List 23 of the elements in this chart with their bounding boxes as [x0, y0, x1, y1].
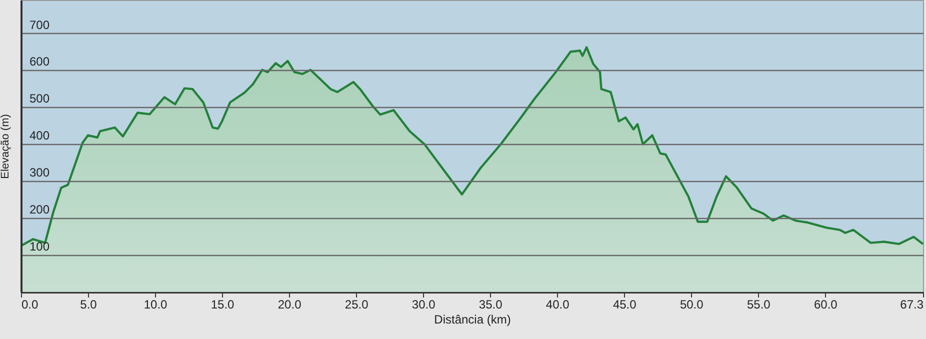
x-tick-label: 67.3 [900, 298, 924, 312]
x-tick-label: 5.0 [80, 298, 98, 312]
y-tick-label: 400 [30, 128, 50, 143]
x-tick-label: 20.0 [278, 298, 302, 312]
x-tick-label: 15.0 [210, 298, 235, 312]
x-tick-label: 25.0 [344, 298, 369, 312]
x-tick-label: 45.0 [612, 298, 637, 312]
x-tick-label: 0.0 [22, 298, 39, 312]
x-tick-label: 50.0 [680, 298, 704, 312]
y-axis-title: Elevação (m) [0, 114, 12, 179]
x-axis-title: Distância (km) [434, 312, 511, 326]
y-tick-label: 700 [30, 18, 50, 32]
y-tick-label: 100 [30, 240, 50, 254]
y-tick-label: 200 [30, 202, 50, 217]
y-tick-label: 300 [30, 166, 50, 180]
y-tick-label: 600 [30, 54, 50, 69]
x-tick-label: 30.0 [412, 298, 436, 312]
x-tick-label: 40.0 [546, 298, 570, 312]
x-tick-label: 55.0 [746, 298, 771, 312]
x-tick-label: 35.0 [478, 298, 503, 312]
x-tick-label: 10.0 [144, 298, 168, 312]
x-tick-label: 60.0 [814, 298, 838, 312]
y-tick-label: 500 [30, 92, 50, 106]
